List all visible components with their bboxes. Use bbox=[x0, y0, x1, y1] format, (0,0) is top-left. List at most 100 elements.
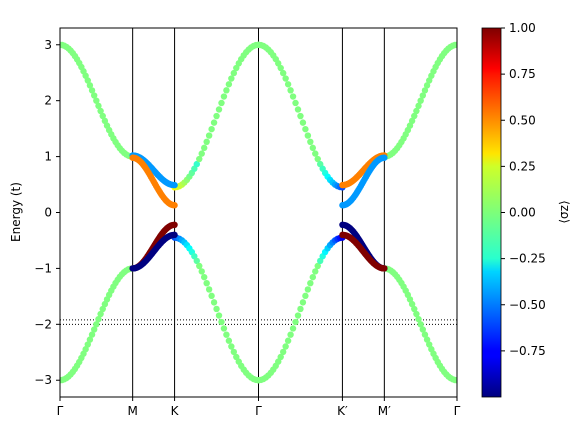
band-point bbox=[294, 312, 302, 319]
colorbar-gradient bbox=[481, 27, 502, 398]
band-point bbox=[210, 119, 218, 126]
band-point bbox=[223, 331, 230, 338]
band-point bbox=[171, 181, 178, 189]
band-point bbox=[314, 262, 321, 270]
band-point bbox=[307, 138, 314, 146]
plot-area: −3 −2 −1 0 1 2 3 Γ M K Γ K′ M′ Γ Energy (t) bbox=[9, 27, 461, 418]
band-point bbox=[223, 87, 230, 94]
band-point bbox=[284, 337, 292, 344]
x-tick-label: K′ bbox=[337, 404, 348, 418]
band-point bbox=[297, 305, 304, 313]
band-point bbox=[411, 112, 418, 120]
colorbar-ticks: 1.00 0.75 0.50 0.25 0.00 −0.25 −0.50 −0.75 bbox=[501, 21, 546, 358]
band-point bbox=[220, 325, 228, 332]
band-point bbox=[225, 81, 233, 88]
y-axis-ticks: −3 −2 −1 0 1 2 3 bbox=[34, 38, 60, 387]
colorbar-tick-label: 0.50 bbox=[509, 113, 536, 127]
band-point bbox=[302, 292, 309, 300]
band-point bbox=[279, 348, 287, 356]
band-point bbox=[171, 231, 178, 239]
x-tick-label: Γ bbox=[57, 404, 64, 418]
band-point bbox=[88, 331, 96, 338]
band-point bbox=[417, 321, 424, 328]
band-point bbox=[294, 106, 302, 113]
band-point bbox=[90, 92, 98, 99]
band-point bbox=[196, 155, 203, 163]
colorbar-tick-label: −0.50 bbox=[509, 298, 546, 312]
band-point bbox=[419, 326, 427, 333]
band-points bbox=[60, 41, 457, 384]
band-point bbox=[95, 315, 102, 323]
band-point bbox=[210, 299, 218, 306]
band-point bbox=[97, 310, 104, 318]
colorbar-tick-label: 0.25 bbox=[509, 159, 536, 173]
band-point bbox=[312, 150, 319, 157]
band-point bbox=[277, 353, 284, 361]
band-point bbox=[205, 132, 213, 139]
band-point bbox=[213, 305, 220, 313]
band-point bbox=[304, 286, 312, 293]
y-tick-label: −2 bbox=[34, 317, 52, 331]
band-point bbox=[282, 75, 289, 82]
band-point bbox=[93, 97, 100, 104]
band-point bbox=[277, 64, 284, 72]
y-tick-label: −1 bbox=[34, 261, 52, 275]
band-point bbox=[215, 106, 223, 113]
band-point bbox=[225, 337, 233, 344]
band-point bbox=[417, 97, 424, 104]
band-point bbox=[90, 326, 98, 333]
band-point bbox=[171, 202, 178, 209]
band-point bbox=[292, 318, 299, 326]
band-point bbox=[84, 77, 91, 84]
band-point bbox=[208, 292, 215, 300]
x-tick-label: M′ bbox=[378, 404, 391, 418]
band-point bbox=[284, 81, 292, 88]
y-tick-label: 2 bbox=[44, 94, 52, 108]
band-point bbox=[86, 336, 94, 343]
band-point bbox=[203, 138, 210, 146]
y-tick-label: −3 bbox=[34, 373, 52, 387]
band-point bbox=[304, 132, 312, 139]
band-point bbox=[193, 160, 200, 168]
band-point bbox=[205, 286, 213, 293]
band-point bbox=[309, 144, 317, 152]
band-point bbox=[218, 318, 225, 326]
band-point bbox=[421, 331, 429, 338]
band-point bbox=[413, 310, 420, 318]
band-point bbox=[314, 155, 321, 163]
band-point bbox=[289, 325, 297, 332]
x-tick-label: K bbox=[171, 404, 180, 418]
band-point bbox=[453, 377, 457, 384]
band-point bbox=[408, 117, 416, 125]
band-point bbox=[292, 99, 299, 107]
band-point bbox=[411, 305, 418, 313]
band-point bbox=[302, 125, 309, 133]
band-point bbox=[230, 69, 238, 77]
band-point bbox=[309, 273, 317, 281]
band-point bbox=[421, 87, 429, 94]
band-point bbox=[419, 92, 427, 99]
band-point bbox=[297, 112, 304, 120]
y-axis-label: Energy (t) bbox=[9, 182, 23, 242]
band-point bbox=[381, 154, 388, 161]
band-point bbox=[413, 107, 420, 115]
y-tick-label: 3 bbox=[44, 38, 52, 52]
band-point bbox=[86, 82, 94, 89]
colorbar-tick-label: 0.00 bbox=[509, 206, 536, 220]
band-point bbox=[99, 112, 106, 120]
x-tick-label: M bbox=[127, 404, 137, 418]
band-point bbox=[95, 102, 102, 110]
band-point bbox=[196, 262, 203, 270]
band-point bbox=[423, 82, 431, 89]
band-point bbox=[230, 348, 238, 356]
band-point bbox=[99, 305, 106, 313]
band-point bbox=[423, 336, 431, 343]
band-point bbox=[415, 102, 422, 110]
band-point bbox=[213, 112, 220, 120]
colorbar-tick-label: −0.25 bbox=[509, 252, 546, 266]
x-tick-label: Γ bbox=[255, 404, 262, 418]
band-point bbox=[228, 343, 235, 350]
band-point bbox=[307, 279, 314, 287]
colorbar-tick-label: 1.00 bbox=[509, 21, 536, 35]
